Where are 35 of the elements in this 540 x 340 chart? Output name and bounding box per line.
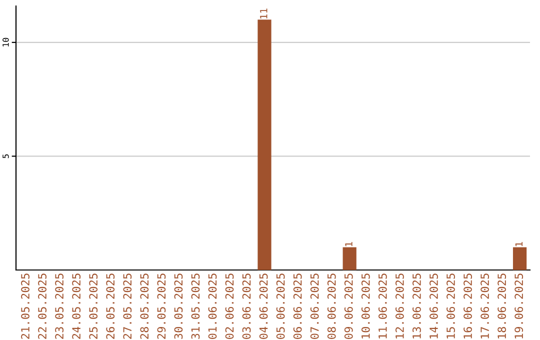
- x-tick-label: 08.06.2025: [327, 274, 336, 339]
- y-tick-label: 10: [2, 38, 9, 46]
- x-tick-label: 04.06.2025: [259, 274, 268, 339]
- x-tick-label: 22.05.2025: [38, 274, 46, 339]
- x-tick-label: 15.06.2025: [446, 274, 455, 338]
- x-tick-label: 21.05.2025: [21, 274, 30, 339]
- x-tick-label: 18.06.2025: [498, 274, 506, 338]
- x-tick-label: 31.05.2025: [191, 274, 200, 339]
- x-tick-label: 14.06.2025: [430, 274, 438, 338]
- x-tick-label: 05.06.2025: [276, 274, 285, 339]
- x-tick-label: 12.06.2025: [396, 274, 404, 338]
- x-tick-label: 23.05.2025: [55, 274, 64, 339]
- x-tick-label: 30.05.2025: [174, 274, 183, 339]
- x-tick-label: 26.05.2025: [106, 274, 115, 339]
- x-tick-label: 17.06.2025: [480, 274, 489, 338]
- x-tick-label: 07.06.2025: [310, 274, 319, 339]
- y-tick-label: 5: [2, 154, 9, 158]
- x-tick-label: 16.06.2025: [464, 274, 472, 338]
- x-tick-label: 06.06.2025: [293, 274, 302, 339]
- data-label: 1: [515, 242, 522, 246]
- x-tick-label: 02.06.2025: [225, 274, 234, 339]
- x-tick-label: 29.05.2025: [157, 274, 166, 339]
- x-tick-label: 13.06.2025: [412, 274, 421, 338]
- x-tick-label: 01.06.2025: [208, 274, 217, 339]
- x-tick-label: 27.05.2025: [123, 274, 132, 339]
- x-tick-label: 11.06.2025: [378, 274, 387, 338]
- x-tick-label: 10.06.2025: [361, 274, 370, 338]
- x-tick-label: 03.06.2025: [242, 274, 251, 339]
- x-tick-label: 19.06.2025: [514, 274, 524, 338]
- data-label: 1: [345, 242, 352, 246]
- x-tick-label: 09.06.2025: [344, 274, 353, 339]
- x-tick-label: 28.05.2025: [140, 274, 149, 339]
- x-tick-label: 25.05.2025: [89, 274, 98, 339]
- x-tick-label: 24.05.2025: [72, 274, 81, 339]
- data-label: 11: [260, 8, 268, 18]
